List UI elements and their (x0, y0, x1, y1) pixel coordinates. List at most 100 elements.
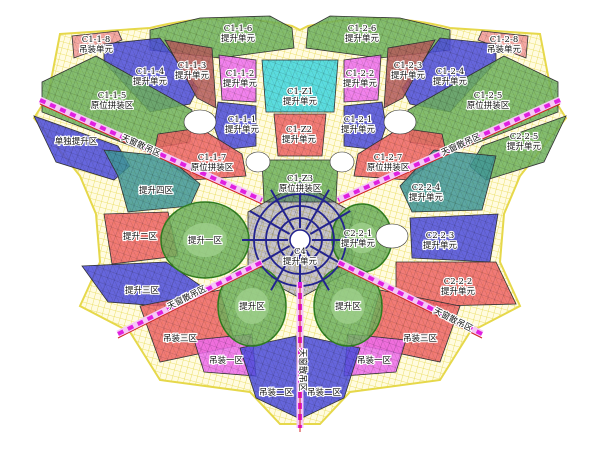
regions (33, 15, 567, 419)
region-label: C2-2-5 (510, 132, 538, 142)
region-lift-3 (81, 261, 205, 307)
region-mesh (165, 40, 216, 108)
region-label: C2-2-2 (444, 277, 472, 287)
region-c1-z3 (261, 159, 339, 203)
region-label: 提升四区 (139, 185, 174, 196)
region-c1-1-1 (213, 101, 257, 151)
region-label: 吊装三区 (403, 333, 438, 344)
region-core (183, 222, 227, 258)
region-label: 单独提升区 (55, 136, 98, 147)
region-label: 提升单元 (283, 256, 318, 267)
region-core (347, 222, 377, 254)
region-c1-2-2 (343, 54, 382, 103)
region-label: C1-2-7 (374, 153, 402, 163)
region-mesh (219, 55, 256, 102)
region-label: C1-Z3 (287, 174, 313, 184)
region-label: C1-Z2 (286, 125, 312, 135)
region-lift-1 (160, 201, 250, 279)
region-label: C1-2-6 (348, 24, 376, 34)
region-label: C1-1-6 (224, 24, 252, 34)
openings (183, 109, 417, 249)
region-mesh (408, 56, 558, 150)
region-label: 吊装单元 (487, 44, 522, 55)
region-label: C1-2-5 (474, 91, 502, 101)
roof-opening (245, 151, 271, 173)
skylight-strip-upper-right (336, 96, 562, 205)
region-mesh (478, 31, 528, 58)
region-label: 提升单元 (341, 238, 376, 249)
c4-rib (305, 249, 330, 291)
c4-rib (270, 189, 295, 231)
region-mesh (344, 102, 386, 150)
region-mesh (214, 102, 256, 150)
strip-edge (117, 265, 263, 339)
region-label: C1-2-8 (490, 35, 518, 45)
region-c1-1-8 (71, 30, 123, 59)
region-c2-2-3 (409, 213, 499, 263)
region-label: C1-2-2 (346, 69, 374, 79)
region-mesh (344, 55, 381, 102)
region-label: 吊装三区 (163, 333, 198, 344)
region-label: 提升单元 (433, 76, 468, 87)
region-label: C1-Z1 (287, 87, 313, 97)
skylight-strips (38, 96, 562, 432)
region-mesh (240, 336, 298, 418)
region-label: C1-2-3 (394, 61, 422, 71)
region-label: 提升单元 (391, 70, 426, 81)
region-mesh (396, 262, 516, 306)
region-label: 提升单元 (345, 33, 380, 44)
c4-oculus (289, 229, 311, 251)
c4-ring (277, 217, 323, 263)
region-label: 吊装二区 (307, 387, 342, 398)
region-core (235, 288, 269, 324)
region-label: C1-1-4 (136, 67, 164, 77)
region-label: 提升区 (335, 301, 361, 312)
region-label: C2-2-1 (344, 229, 372, 239)
region-label: 原位拼装区 (91, 100, 134, 111)
c4-web (242, 182, 358, 298)
roof-opening (383, 109, 417, 135)
region-lift-2 (103, 211, 179, 265)
c4-rib (249, 210, 291, 235)
region-hoist-2-right (301, 335, 361, 419)
strip-dash (337, 260, 483, 336)
region-label: 提升三区 (125, 285, 160, 296)
region-c1-z1 (261, 59, 339, 113)
region-label: 提升单元 (225, 124, 260, 135)
region-label: C2-2-4 (412, 183, 440, 193)
region-label: 吊装一区 (209, 355, 244, 366)
skylight-label: 天窗散吊区 (297, 349, 308, 392)
region-c2-2-1 (331, 203, 393, 273)
region-core (331, 288, 365, 324)
region-c1-2-8 (477, 30, 529, 59)
region-label: C1-2-1 (344, 115, 372, 125)
region-label: 原位拼装区 (467, 100, 510, 111)
region-label: C4 (294, 247, 306, 257)
region-label: 提升区 (239, 301, 265, 312)
region-label: 提升单元 (341, 124, 376, 135)
region-label: 原位拼装区 (279, 183, 322, 194)
region-label: C2-2-3 (426, 231, 454, 241)
strip-edge (337, 103, 561, 205)
region-mesh (274, 114, 326, 156)
strip-edge (337, 265, 483, 339)
region-label: 提升单元 (175, 70, 210, 81)
strip-dash (117, 260, 263, 336)
region-label: 提升单元 (283, 96, 318, 107)
region-mesh (402, 38, 496, 112)
region-label: 提升二区 (123, 231, 158, 242)
skylight-strip-upper-left (38, 96, 264, 205)
region-label: C1-1-7 (198, 153, 226, 163)
c4-rib (305, 189, 330, 231)
region-label: 原位拼装区 (191, 162, 234, 173)
region-label: C1-1-8 (82, 35, 110, 45)
region-label: 提升单元 (507, 141, 542, 152)
region-c2-2-2 (395, 261, 517, 307)
region-label: 提升单元 (282, 134, 317, 145)
region-mesh (34, 116, 130, 180)
region-label: 提升一区 (188, 235, 223, 246)
region-lift-right (313, 265, 383, 347)
region-label: C1-1-5 (98, 91, 126, 101)
